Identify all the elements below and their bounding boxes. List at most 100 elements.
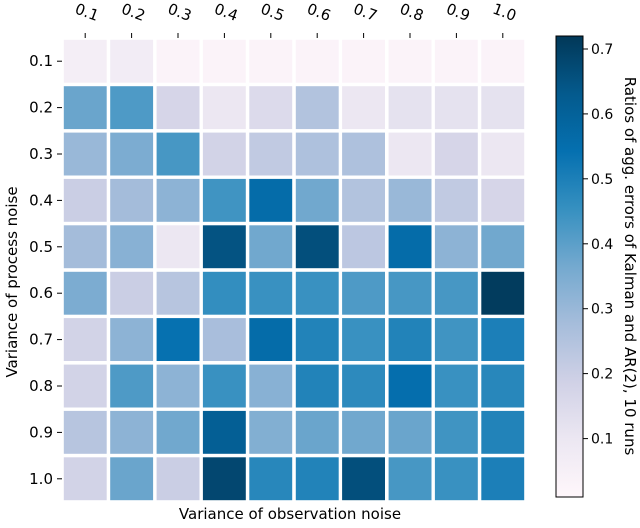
heatmap-cell [63,271,107,315]
heatmap-cell [110,132,154,176]
heatmap-cell [249,318,293,361]
heatmap-cell [342,86,385,130]
heatmap-cell [110,271,154,315]
x-tick-label: 0.8 [397,0,426,25]
heatmap-cell [63,318,107,361]
heatmap-cell [434,271,478,315]
heatmap-cell [342,457,385,501]
colorbar-ticks: 0.1 0.2 0.3 0.4 0.5 0.6 0.7 [583,42,613,448]
colorbar-label: Ratios of agg. errors of Kalman and AR(2… [621,77,639,456]
heatmap-cell [156,39,200,83]
heatmap-cell [388,225,432,269]
heatmap-cell [342,318,385,361]
x-tick-label: 0.2 [119,0,148,25]
heatmap-cell [202,318,246,361]
heatmap-cell [481,318,525,361]
heatmap-cell [295,318,339,361]
heatmap-cell [434,225,478,269]
heatmap-cell [481,364,525,408]
colorbar-tick-label: 0.5 [591,172,613,188]
heatmap-cell [434,410,478,454]
colorbar-tick-label: 0.6 [591,107,613,123]
heatmap-cell [342,39,385,83]
heatmap-cell [156,318,200,361]
heatmap-cell [249,271,293,315]
heatmap-cell [110,225,154,269]
heatmap-cell [481,86,525,130]
heatmap-cell [156,364,200,408]
heatmap-cell [388,178,432,222]
heatmap-cell [63,410,107,454]
heatmap-cell [202,364,246,408]
heatmap-cell [156,86,200,130]
heatmap-cell [156,225,200,269]
heatmap-cell [202,86,246,130]
heatmap-cell [342,410,385,454]
heatmap-cell [249,364,293,408]
colorbar-tick-label: 0.3 [591,302,613,318]
heatmap-cell [434,457,478,501]
heatmap-cell [342,271,385,315]
heatmap-cell [388,364,432,408]
heatmap-cell [63,86,107,130]
heatmap-cell [249,225,293,269]
heatmap-cell [202,271,246,315]
heatmap-cell [342,178,385,222]
y-tick-label: 0.5 [29,238,53,256]
heatmap-cell [295,364,339,408]
heatmap-cell [342,225,385,269]
heatmap-cell [434,318,478,361]
heatmap-cell [110,364,154,408]
y-tick-label: 0.6 [29,284,53,302]
heatmap-cell [110,410,154,454]
x-tick-label: 0.9 [444,0,473,25]
y-tick-label: 0.9 [29,423,53,441]
heatmap-cell [295,410,339,454]
heatmap-cell [295,39,339,83]
heatmap-cell [249,39,293,83]
y-tick-label: 0.2 [29,99,53,117]
heatmap-cell [156,457,200,501]
colorbar-tick-label: 0.1 [591,432,613,448]
heatmap-cell [388,39,432,83]
heatmap-cell [434,86,478,130]
heatmap-cell [110,86,154,130]
heatmap-cell [342,132,385,176]
y-axis-label: Variance of process noise [3,186,21,377]
heatmap-cell [295,86,339,130]
heatmap-cell [63,178,107,222]
heatmap-cell [202,410,246,454]
heatmap-cell [295,178,339,222]
heatmap-cell [110,318,154,361]
heatmap-cell [202,178,246,222]
x-tick-label: 0.7 [351,0,380,25]
heatmap-cell [481,457,525,501]
heatmap-cell [202,39,246,83]
heatmap-cell [249,132,293,176]
x-axis-label: Variance of observation noise [179,505,401,523]
heatmap-cell [110,39,154,83]
heatmap-cell [156,410,200,454]
heatmap-cell [388,86,432,130]
heatmap-cell [202,132,246,176]
heatmap-cells [63,39,525,501]
heatmap-cell [202,225,246,269]
heatmap-cell [156,132,200,176]
heatmap-cell [249,86,293,130]
y-tick-labels: 0.1 0.2 0.3 0.4 0.5 0.6 0.7 0.8 0.9 1.0 [29,52,62,488]
heatmap-cell [295,132,339,176]
heatmap-cell [388,318,432,361]
y-tick-label: 1.0 [29,470,53,488]
heatmap-cell [295,271,339,315]
y-tick-label: 0.4 [29,191,53,209]
heatmap-cell [110,457,154,501]
x-tick-label: 0.4 [212,0,241,25]
heatmap-cell [63,132,107,176]
x-tick-label: 0.1 [73,0,102,25]
heatmap-cell [110,178,154,222]
heatmap-cell [481,271,525,315]
colorbar-tick-label: 0.2 [591,367,613,383]
heatmap-cell [295,225,339,269]
heatmap-cell [388,410,432,454]
